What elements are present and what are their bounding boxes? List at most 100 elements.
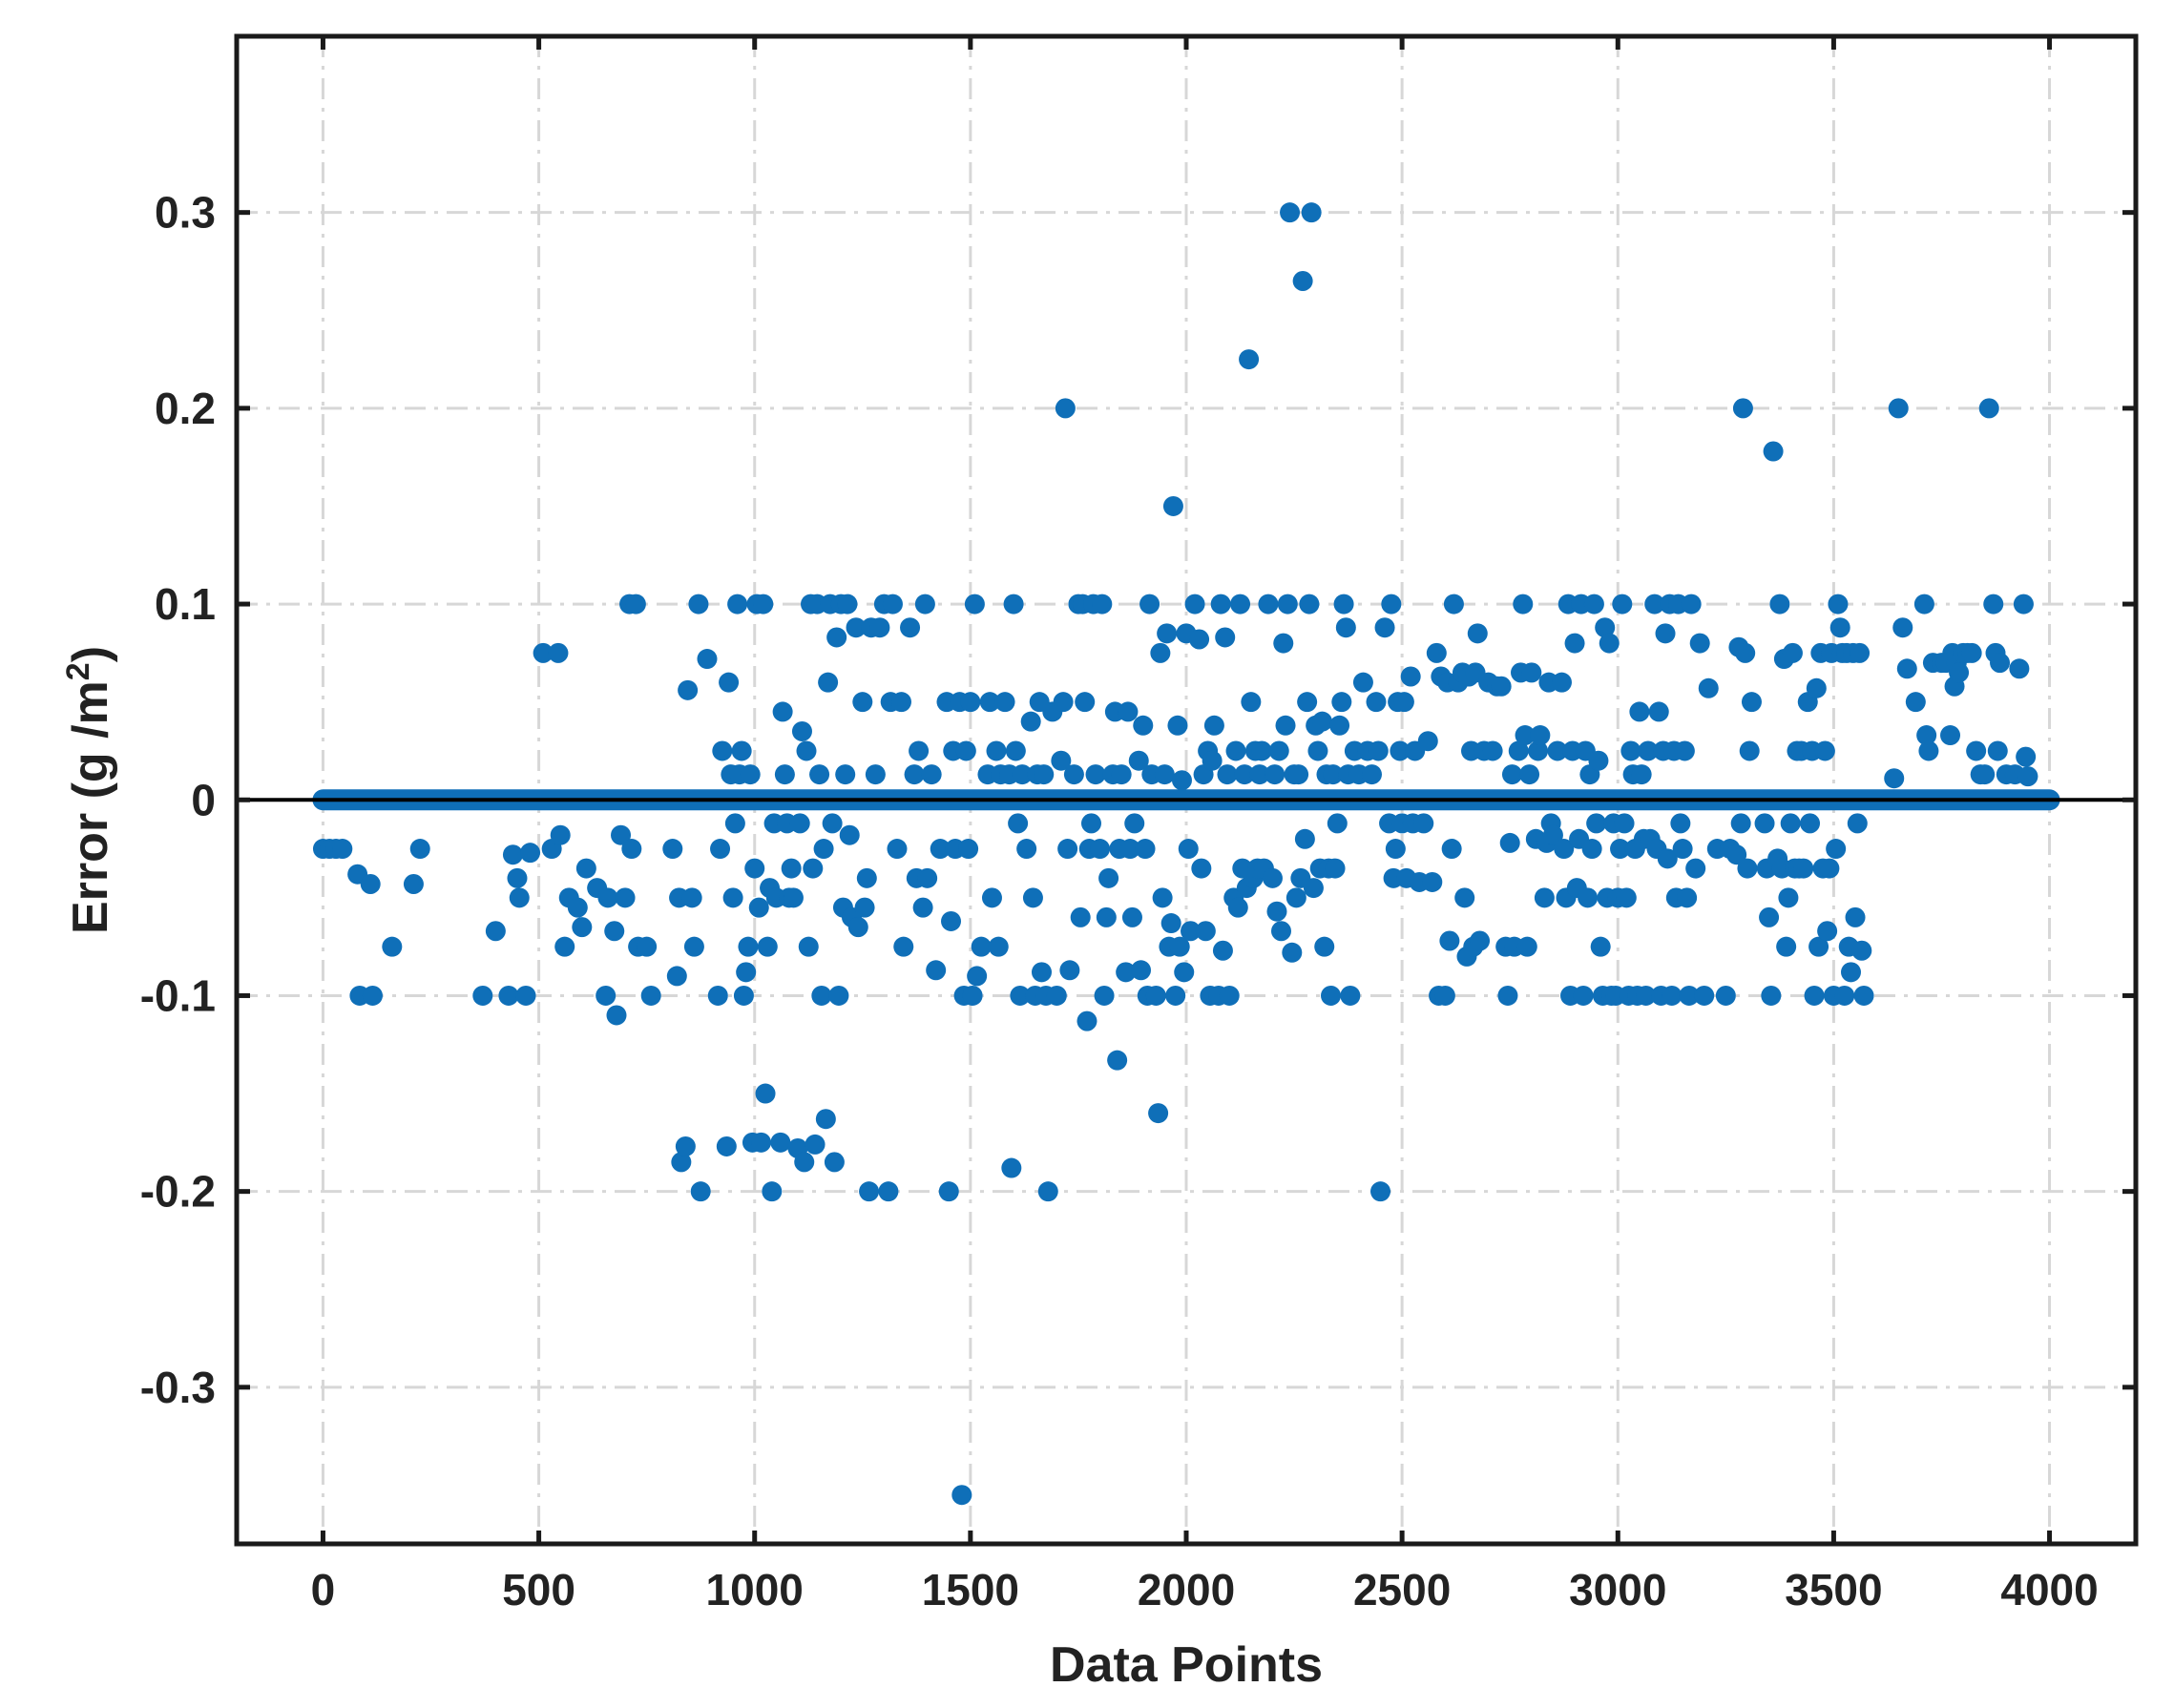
data-point-12 <box>485 921 506 942</box>
x-axis-title: Data Points <box>1050 1637 1323 1693</box>
data-point-52 <box>707 985 728 1006</box>
data-point-308 <box>1370 1181 1391 1202</box>
data-point-515 <box>1987 740 2008 761</box>
data-point-182 <box>1057 839 1078 860</box>
data-point-23 <box>554 936 575 957</box>
data-point-181 <box>1055 398 1076 419</box>
data-point-407 <box>1631 764 1652 785</box>
data-point-282 <box>1301 202 1322 223</box>
data-point-15 <box>507 867 528 888</box>
data-point-283 <box>1303 878 1324 899</box>
data-point-46 <box>678 679 699 700</box>
data-point-196 <box>1094 985 1115 1006</box>
data-point-429 <box>1681 594 1702 614</box>
data-points <box>312 202 2038 1506</box>
data-point-426 <box>1674 740 1695 761</box>
data-point-281 <box>1299 594 1320 614</box>
data-point-211 <box>1133 715 1154 736</box>
data-point-360 <box>1521 662 1542 683</box>
data-point-125 <box>887 839 908 860</box>
data-point-66 <box>740 764 761 785</box>
data-point-291 <box>1321 985 1342 1006</box>
data-point-298 <box>1335 617 1356 638</box>
data-point-21 <box>548 642 569 663</box>
data-point-471 <box>1814 740 1835 761</box>
data-point-356 <box>1513 594 1534 614</box>
data-point-124 <box>882 594 903 614</box>
data-point-255 <box>1239 349 1260 370</box>
data-point-94 <box>805 1134 826 1155</box>
data-point-265 <box>1265 764 1286 785</box>
y-tick-label-0: -0.3 <box>140 1363 216 1412</box>
data-point-168 <box>1020 711 1041 732</box>
data-point-456 <box>1780 813 1801 834</box>
data-point-115 <box>854 897 875 918</box>
data-point-414 <box>1648 701 1669 722</box>
data-point-489 <box>1853 985 1874 1006</box>
data-point-14 <box>502 844 523 865</box>
data-point-444 <box>1741 692 1762 713</box>
data-point-183 <box>1059 960 1080 981</box>
data-point-191 <box>1081 813 1101 834</box>
data-point-406 <box>1629 701 1650 722</box>
data-point-205 <box>1118 701 1139 722</box>
data-point-237 <box>1195 921 1216 942</box>
data-point-166 <box>1012 764 1033 785</box>
y-tick-label-5: 0.2 <box>155 384 216 433</box>
data-point-32 <box>606 1005 627 1026</box>
data-point-319 <box>1400 666 1421 687</box>
data-point-33 <box>611 824 632 845</box>
data-point-424 <box>1670 813 1691 834</box>
data-point-149 <box>962 985 983 1006</box>
data-point-496 <box>1916 725 1937 746</box>
data-point-418 <box>1657 848 1678 869</box>
data-point-70 <box>748 897 769 918</box>
data-point-241 <box>1203 715 1224 736</box>
data-point-220 <box>1154 764 1175 785</box>
data-point-476 <box>1826 839 1847 860</box>
data-point-251 <box>1230 594 1251 614</box>
data-point-232 <box>1181 921 1202 942</box>
data-point-44 <box>671 1152 692 1173</box>
data-point-89 <box>794 1152 815 1173</box>
data-point-455 <box>1778 887 1799 908</box>
data-point-520 <box>2013 594 2034 614</box>
data-point-110 <box>839 824 860 845</box>
data-point-485 <box>1845 906 1866 927</box>
data-point-490 <box>1884 768 1905 789</box>
data-point-63 <box>733 985 754 1006</box>
data-point-495 <box>1913 594 1934 614</box>
data-point-18 <box>520 843 541 864</box>
y-tick-label-1: -0.2 <box>140 1167 216 1217</box>
data-point-152 <box>971 936 992 957</box>
data-point-398 <box>1612 594 1633 614</box>
data-point-218 <box>1150 642 1171 663</box>
data-point-80 <box>772 701 793 722</box>
data-point-99 <box>815 1109 836 1130</box>
data-point-223 <box>1160 913 1181 934</box>
data-point-300 <box>1340 985 1361 1006</box>
data-point-430 <box>1685 858 1706 879</box>
data-point-467 <box>1806 677 1827 698</box>
data-point-359 <box>1519 764 1540 785</box>
data-point-59 <box>724 813 745 834</box>
data-point-325 <box>1422 871 1443 892</box>
data-point-329 <box>1434 985 1455 1006</box>
data-point-296 <box>1331 692 1352 713</box>
data-point-102 <box>822 813 843 834</box>
y-tick-label-2: -0.1 <box>140 970 216 1020</box>
data-point-195 <box>1092 594 1113 614</box>
data-point-371 <box>1554 839 1575 860</box>
data-point-492 <box>1892 617 1913 638</box>
data-point-472 <box>1817 921 1838 942</box>
data-point-8 <box>382 936 403 957</box>
data-point-193 <box>1085 764 1106 785</box>
data-point-126 <box>891 692 911 713</box>
data-point-278 <box>1292 270 1313 291</box>
data-point-235 <box>1191 858 1212 879</box>
data-point-357 <box>1515 725 1536 746</box>
x-tick-label-1: 500 <box>502 1565 575 1614</box>
data-point-113 <box>847 917 868 938</box>
y-tick-label-3: 0 <box>191 775 216 824</box>
